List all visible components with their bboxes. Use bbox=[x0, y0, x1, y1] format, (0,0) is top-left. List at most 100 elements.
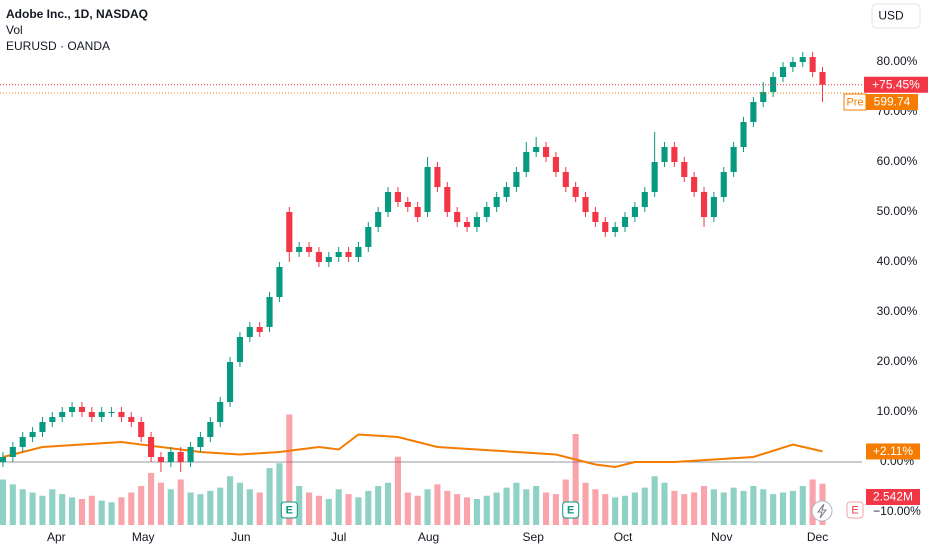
volume-bar bbox=[651, 476, 658, 525]
candle-body bbox=[572, 187, 579, 197]
candle-body bbox=[592, 212, 599, 222]
volume-bar bbox=[365, 490, 372, 525]
volume-bar bbox=[394, 456, 401, 525]
candle-body bbox=[59, 412, 66, 417]
volume-bar bbox=[128, 492, 135, 525]
y-tick-label: 10.00% bbox=[877, 404, 918, 418]
candle-body bbox=[681, 162, 688, 177]
upcoming-earnings[interactable]: E bbox=[851, 504, 858, 516]
dividend-icon-bolt bbox=[817, 503, 827, 519]
volume-bar bbox=[602, 494, 609, 525]
volume-bar bbox=[779, 492, 787, 525]
x-tick-label: Apr bbox=[47, 530, 66, 544]
volume-bar bbox=[572, 434, 579, 525]
candle-body bbox=[276, 267, 283, 297]
candle-body bbox=[750, 102, 757, 122]
candle-body bbox=[740, 122, 747, 147]
candle-body bbox=[770, 77, 777, 92]
volume-bar bbox=[513, 482, 520, 525]
candle-body bbox=[296, 247, 303, 252]
candle-body bbox=[789, 62, 796, 67]
upcoming-earnings-box[interactable] bbox=[846, 501, 864, 519]
candle-body bbox=[661, 147, 668, 162]
volume-bar bbox=[424, 489, 431, 525]
legend-entry[interactable]: Vol bbox=[6, 23, 23, 37]
volume-bar bbox=[296, 486, 303, 525]
dividend-icon[interactable] bbox=[811, 500, 833, 522]
volume-bar bbox=[148, 473, 155, 525]
candle-body bbox=[355, 247, 362, 257]
volume-bar bbox=[78, 499, 86, 525]
candle-body bbox=[217, 402, 224, 422]
candle-body bbox=[562, 172, 569, 187]
volume-bar bbox=[177, 479, 184, 525]
volume-bar bbox=[375, 486, 382, 525]
candle-body bbox=[424, 167, 431, 212]
y-tick-label: 20.00% bbox=[877, 354, 918, 368]
volume-bar bbox=[631, 492, 638, 525]
x-tick-label: Dec bbox=[807, 530, 828, 544]
x-tick-label: May bbox=[132, 530, 155, 544]
compare-last-label: +2.11% bbox=[873, 444, 913, 458]
volume-bar bbox=[236, 482, 243, 525]
candle-body bbox=[809, 57, 816, 72]
candle-body bbox=[365, 227, 372, 247]
y-tick-label: 80.00% bbox=[877, 54, 918, 68]
candle-body bbox=[236, 337, 243, 362]
volume-bar bbox=[187, 492, 194, 525]
volume-bar bbox=[760, 489, 767, 525]
volume-bar bbox=[542, 492, 550, 525]
volume-bar bbox=[49, 489, 56, 525]
candle-body bbox=[582, 197, 589, 212]
volume-bar bbox=[315, 495, 322, 525]
x-tick-label: Nov bbox=[711, 530, 732, 544]
volume-bar bbox=[463, 497, 471, 525]
y-tick-label: 30.00% bbox=[877, 304, 918, 318]
candle-body bbox=[9, 447, 16, 457]
candle-body bbox=[552, 157, 559, 172]
volume-bar bbox=[276, 463, 283, 525]
volume-bar bbox=[641, 487, 648, 525]
candle-body bbox=[621, 217, 629, 227]
volume-bar bbox=[355, 497, 362, 525]
candle-body bbox=[799, 57, 806, 62]
candle-body bbox=[305, 247, 313, 252]
pre-tag: Pre bbox=[846, 96, 863, 108]
earnings-box[interactable] bbox=[280, 501, 298, 519]
volume-bar bbox=[503, 487, 510, 525]
candle-body bbox=[631, 207, 638, 217]
y-tick-label: 60.00% bbox=[877, 154, 918, 168]
legend-entry[interactable]: EURUSD · OANDA bbox=[6, 39, 110, 53]
currency-label[interactable]: USD bbox=[878, 9, 904, 23]
candle-body bbox=[177, 452, 184, 462]
volume-bar bbox=[286, 414, 293, 525]
volume-bar bbox=[108, 502, 115, 525]
candle-body bbox=[691, 177, 698, 192]
earnings-box[interactable] bbox=[562, 501, 580, 519]
volume-bar bbox=[345, 494, 352, 525]
candle-body bbox=[108, 412, 115, 413]
candle-body bbox=[503, 187, 510, 197]
volume-bar bbox=[612, 497, 619, 525]
candle-body bbox=[345, 252, 352, 257]
candle-body bbox=[128, 417, 135, 422]
candle-body bbox=[612, 227, 619, 232]
currency-button[interactable] bbox=[871, 3, 921, 29]
candle-body bbox=[454, 212, 461, 222]
candle-body bbox=[444, 187, 451, 212]
candle-body bbox=[266, 297, 273, 327]
volume-bar bbox=[681, 494, 688, 525]
candle-body bbox=[148, 437, 155, 457]
candle-body bbox=[394, 192, 401, 202]
volume-bar bbox=[720, 492, 727, 525]
candle-body bbox=[78, 407, 86, 412]
candle-body bbox=[207, 422, 214, 437]
volume-bar bbox=[444, 490, 451, 525]
volume-bar bbox=[404, 492, 411, 525]
candle-body bbox=[157, 457, 165, 462]
volume-bar bbox=[246, 489, 253, 525]
candle-body bbox=[88, 412, 95, 417]
